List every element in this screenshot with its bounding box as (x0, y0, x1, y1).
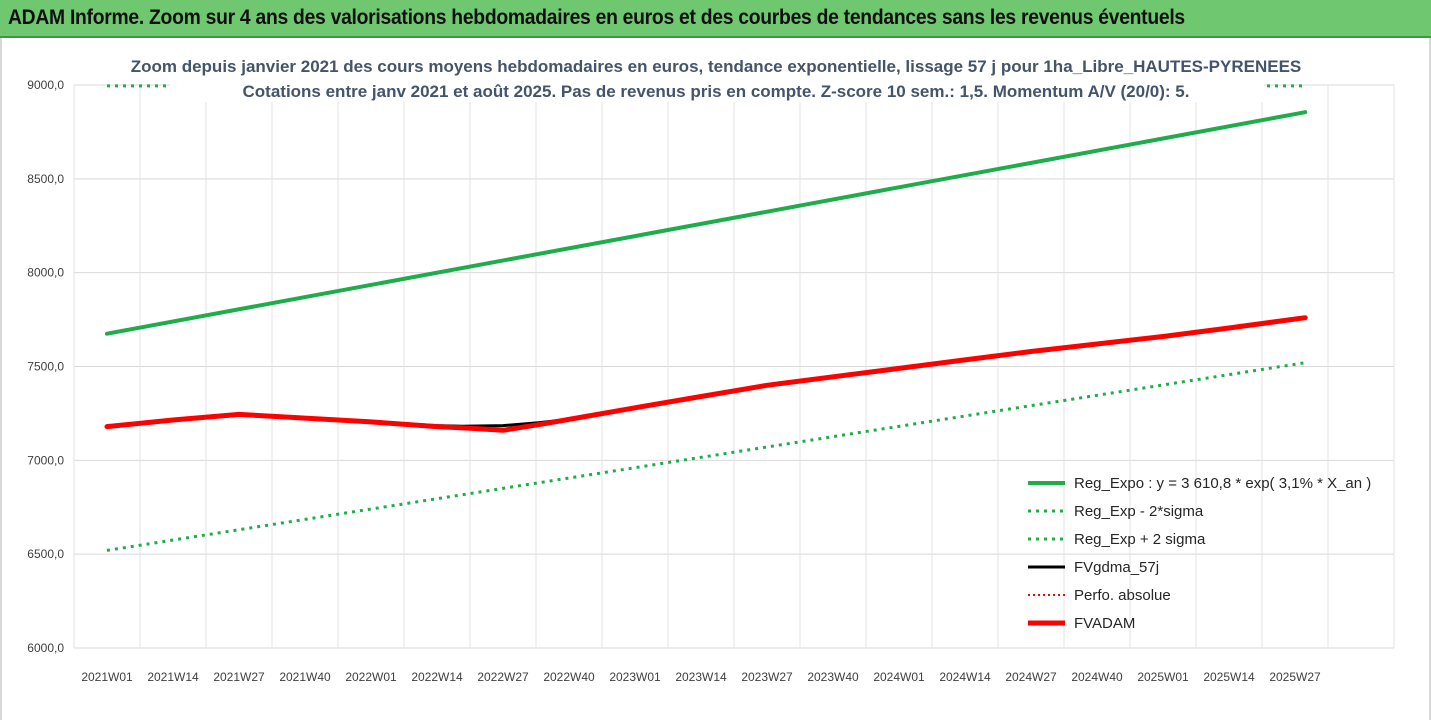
series-line-fvgdma-57j (105, 316, 1307, 429)
x-tick-label: 2025W14 (1203, 670, 1255, 684)
y-axis-ticks: 6000,0 6500,0 7000,0 7500,0 8000,0 8500,0 9000… (27, 78, 64, 655)
legend: Reg_Expo : y = 3 610,8 * exp( 3,1% * X_a… (1028, 475, 1371, 632)
y-tick-label: 8000,0 (27, 266, 64, 280)
y-tick-label: 7000,0 (27, 453, 64, 467)
y-tick-label: 8500,0 (27, 172, 64, 186)
x-tick-label: 2025W27 (1269, 670, 1321, 684)
x-tick-label: 2021W40 (279, 670, 331, 684)
legend-entry: Reg_Exp + 2 sigma (1074, 531, 1206, 548)
x-tick-label: 2024W27 (1005, 670, 1057, 684)
legend-entry: Reg_Expo : y = 3 610,8 * exp( 3,1% * X_a… (1074, 475, 1371, 492)
x-tick-label: 2023W01 (609, 670, 661, 684)
chart-title-line-2: Cotations entre janv 2021 et août 2025. … (243, 82, 1190, 101)
x-tick-label: 2023W40 (807, 670, 859, 684)
chart-title: Zoom depuis janvier 2021 des cours moyen… (131, 50, 1302, 102)
series-line-reg-expo-y-3-610-8-exp-3-1-x-an (105, 110, 1308, 336)
x-tick-label: 2021W27 (213, 670, 265, 684)
series-layer (104, 84, 1308, 552)
series-line-fvadam (104, 315, 1308, 433)
x-tick-label: 2021W01 (81, 670, 133, 684)
legend-entry: Reg_Exp - 2*sigma (1074, 503, 1204, 520)
x-tick-label: 2023W27 (741, 670, 793, 684)
x-tick-label: 2021W14 (147, 670, 199, 684)
legend-entry: FVADAM (1074, 615, 1135, 632)
x-tick-label: 2022W14 (411, 670, 463, 684)
chart-frame: Zoom depuis janvier 2021 des cours moyen… (0, 38, 1431, 720)
x-tick-label: 2022W40 (543, 670, 595, 684)
x-tick-label: 2024W01 (873, 670, 925, 684)
legend-entry: Perfo. absolue (1074, 587, 1171, 604)
series-line-reg-exp-2-sigma (106, 361, 1306, 552)
x-gridlines (73, 85, 1395, 648)
y-tick-label: 7500,0 (27, 360, 64, 374)
x-tick-label: 2025W01 (1137, 670, 1189, 684)
y-tick-label: 6500,0 (27, 547, 64, 561)
chart-title-line-1: Zoom depuis janvier 2021 des cours moyen… (131, 57, 1302, 76)
series-line-perfo-absolue (106, 316, 1306, 432)
y-tick-label: 9000,0 (27, 78, 64, 92)
x-axis-ticks: 2021W01 2021W14 2021W27 2021W40 2022W01 2022W… (81, 670, 1321, 684)
x-tick-label: 2022W27 (477, 670, 529, 684)
x-tick-label: 2024W40 (1071, 670, 1123, 684)
y-tick-label: 6000,0 (27, 641, 64, 655)
x-tick-label: 2024W14 (939, 670, 991, 684)
title-background (170, 50, 1264, 102)
chart-svg: Zoom depuis janvier 2021 des cours moyen… (27, 50, 1395, 684)
report-banner: ADAM Informe. Zoom sur 4 ans des valoris… (0, 0, 1431, 38)
x-tick-label: 2023W14 (675, 670, 727, 684)
legend-entry: FVgdma_57j (1074, 559, 1159, 576)
report-title: ADAM Informe. Zoom sur 4 ans des valoris… (8, 6, 1185, 29)
x-tick-label: 2022W01 (345, 670, 397, 684)
